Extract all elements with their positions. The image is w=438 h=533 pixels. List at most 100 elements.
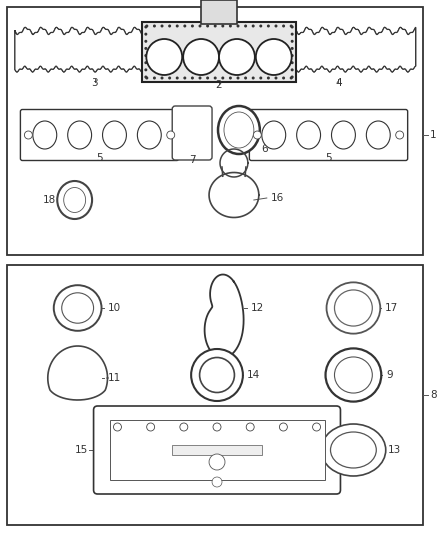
Text: 3: 3 xyxy=(91,78,98,88)
Circle shape xyxy=(145,68,147,71)
Circle shape xyxy=(267,25,270,28)
Circle shape xyxy=(290,77,293,79)
Circle shape xyxy=(209,454,225,470)
Ellipse shape xyxy=(224,112,254,148)
Circle shape xyxy=(184,25,186,28)
Text: 17: 17 xyxy=(385,303,399,313)
Ellipse shape xyxy=(335,357,372,393)
Circle shape xyxy=(256,39,292,75)
Circle shape xyxy=(180,423,188,431)
Circle shape xyxy=(168,25,171,28)
Circle shape xyxy=(259,77,262,79)
Circle shape xyxy=(291,47,293,50)
Circle shape xyxy=(252,25,254,28)
Text: 9: 9 xyxy=(386,370,393,380)
Bar xyxy=(110,420,325,480)
Circle shape xyxy=(145,26,147,28)
Circle shape xyxy=(313,423,321,431)
Text: 16: 16 xyxy=(271,193,284,203)
Circle shape xyxy=(252,77,254,79)
Circle shape xyxy=(291,61,293,64)
Circle shape xyxy=(267,77,270,79)
Ellipse shape xyxy=(297,121,321,149)
Circle shape xyxy=(168,77,171,79)
Text: 6: 6 xyxy=(261,144,268,154)
Ellipse shape xyxy=(331,432,376,468)
Text: 8: 8 xyxy=(430,390,437,400)
Ellipse shape xyxy=(102,121,127,149)
Circle shape xyxy=(291,40,293,43)
Circle shape xyxy=(145,40,147,43)
Circle shape xyxy=(176,77,179,79)
Circle shape xyxy=(153,77,156,79)
Bar xyxy=(7,7,423,255)
Circle shape xyxy=(253,131,261,139)
Circle shape xyxy=(113,423,121,431)
Ellipse shape xyxy=(335,290,372,326)
Ellipse shape xyxy=(191,349,243,401)
Ellipse shape xyxy=(218,106,260,154)
Circle shape xyxy=(214,25,217,28)
Circle shape xyxy=(259,25,262,28)
Circle shape xyxy=(146,39,182,75)
Circle shape xyxy=(291,54,293,57)
FancyBboxPatch shape xyxy=(172,106,212,160)
Circle shape xyxy=(275,77,278,79)
Text: 5: 5 xyxy=(325,153,332,163)
FancyBboxPatch shape xyxy=(21,109,179,160)
Text: 18: 18 xyxy=(42,195,56,205)
Circle shape xyxy=(206,77,209,79)
Ellipse shape xyxy=(33,121,57,149)
Circle shape xyxy=(279,423,287,431)
Circle shape xyxy=(291,33,293,36)
Text: 7: 7 xyxy=(189,155,195,165)
Ellipse shape xyxy=(321,424,386,476)
Ellipse shape xyxy=(138,121,161,149)
Ellipse shape xyxy=(262,121,286,149)
Text: 4: 4 xyxy=(335,78,342,88)
Circle shape xyxy=(213,423,221,431)
Circle shape xyxy=(184,77,186,79)
FancyBboxPatch shape xyxy=(249,109,408,160)
Text: 2: 2 xyxy=(215,80,223,90)
Circle shape xyxy=(291,26,293,28)
Circle shape xyxy=(191,25,194,28)
Circle shape xyxy=(282,25,285,28)
Circle shape xyxy=(396,131,404,139)
Circle shape xyxy=(145,76,147,78)
Circle shape xyxy=(221,25,224,28)
Ellipse shape xyxy=(326,282,380,334)
Circle shape xyxy=(198,77,201,79)
FancyBboxPatch shape xyxy=(94,406,340,494)
Circle shape xyxy=(198,25,201,28)
Text: 11: 11 xyxy=(107,373,121,383)
Circle shape xyxy=(161,25,163,28)
Circle shape xyxy=(246,423,254,431)
Circle shape xyxy=(153,25,156,28)
Circle shape xyxy=(237,25,240,28)
Circle shape xyxy=(244,25,247,28)
Text: 1: 1 xyxy=(430,130,437,140)
Circle shape xyxy=(145,54,147,57)
Ellipse shape xyxy=(325,349,381,401)
Text: 10: 10 xyxy=(107,303,120,313)
Circle shape xyxy=(212,477,222,487)
Polygon shape xyxy=(261,27,416,72)
Circle shape xyxy=(191,77,194,79)
Circle shape xyxy=(275,25,278,28)
Circle shape xyxy=(244,77,247,79)
Polygon shape xyxy=(15,27,174,72)
Ellipse shape xyxy=(332,121,355,149)
Ellipse shape xyxy=(64,188,85,213)
Circle shape xyxy=(237,77,240,79)
Ellipse shape xyxy=(200,358,234,392)
Circle shape xyxy=(145,25,148,28)
Text: 5: 5 xyxy=(96,153,103,163)
Circle shape xyxy=(147,423,155,431)
Circle shape xyxy=(206,25,209,28)
Circle shape xyxy=(167,131,175,139)
Ellipse shape xyxy=(62,293,94,323)
Circle shape xyxy=(290,25,293,28)
Circle shape xyxy=(183,39,219,75)
Text: 13: 13 xyxy=(388,445,402,455)
